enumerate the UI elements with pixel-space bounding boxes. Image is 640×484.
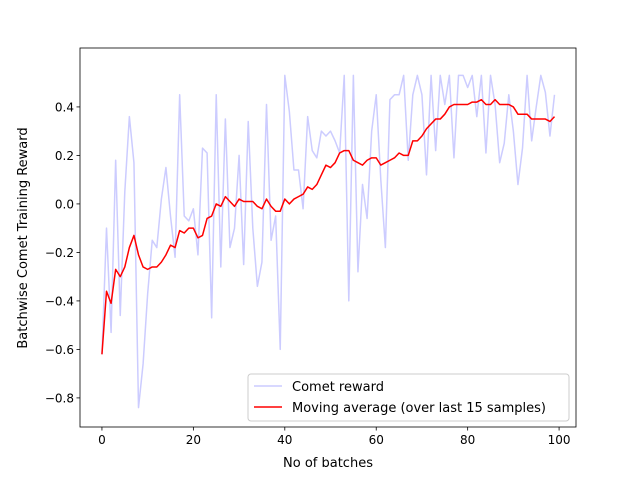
x-tick-label: 60 xyxy=(369,433,384,447)
y-tick-label: −0.8 xyxy=(45,391,74,405)
series-layer xyxy=(101,74,556,409)
x-axis-label: No of batches xyxy=(283,456,373,471)
x-tick-label: 40 xyxy=(277,433,292,447)
y-tick-label: −0.6 xyxy=(45,343,74,357)
x-tick-label: 100 xyxy=(548,433,571,447)
legend: Comet reward Moving average (over last 1… xyxy=(247,373,570,422)
legend-label-comet-reward: Comet reward xyxy=(292,380,384,395)
y-axis-label: Batchwise Comet Training Reward xyxy=(16,127,31,348)
x-tick-label: 0 xyxy=(98,433,106,447)
y-tick-label: −0.4 xyxy=(45,294,74,308)
comet-reward-line xyxy=(101,74,556,409)
legend-box xyxy=(247,373,570,422)
y-tick-label: −0.2 xyxy=(45,246,74,260)
x-tick-label: 20 xyxy=(186,433,201,447)
legend-label-moving-average: Moving average (over last 15 samples) xyxy=(292,401,546,416)
y-tick-label: 0.2 xyxy=(55,149,74,163)
x-tick-label: 80 xyxy=(460,433,475,447)
axes-frame xyxy=(79,47,577,428)
ticks-layer: 0 20 40 60 80 100 −0.8 −0.6 −0.4 −0.2 0.0 0.2 0.4 xyxy=(45,100,571,447)
y-tick-label: 0.0 xyxy=(55,197,74,211)
moving-average-line xyxy=(101,98,556,355)
y-tick-label: 0.4 xyxy=(55,100,74,114)
